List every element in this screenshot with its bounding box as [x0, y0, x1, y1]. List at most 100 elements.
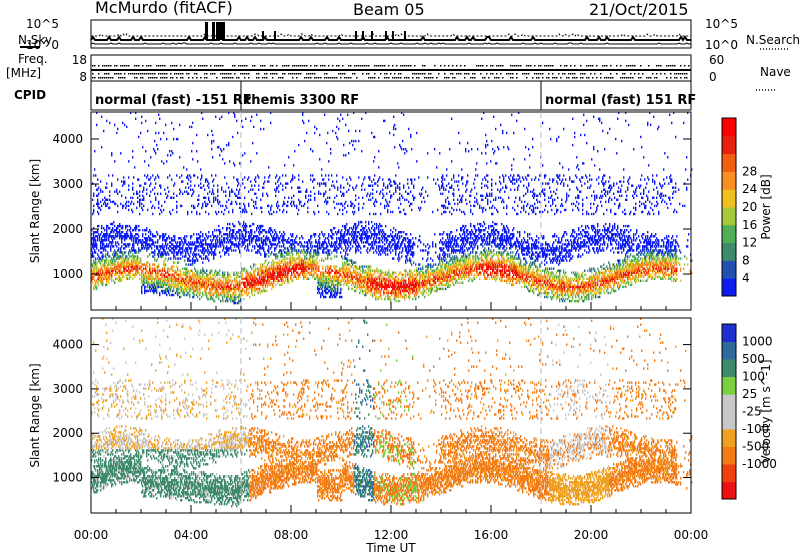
power-cell	[93, 243, 95, 246]
power-cell	[120, 233, 122, 236]
power-cell	[100, 263, 102, 266]
power-cell	[154, 235, 156, 238]
power-cell	[314, 271, 316, 274]
power-cell	[134, 265, 136, 268]
power-cell	[262, 229, 264, 232]
power-cell	[314, 192, 316, 195]
power-cell	[104, 263, 106, 266]
freq-dot	[166, 77, 168, 79]
power-cell	[236, 271, 238, 274]
power-cell	[208, 277, 210, 280]
nsky-spike	[262, 31, 264, 40]
power-cell	[302, 119, 304, 123]
power-cell	[249, 283, 251, 287]
power-cell	[282, 241, 284, 244]
power-cell	[187, 182, 189, 185]
power-cell	[132, 257, 134, 260]
power-cell	[127, 269, 129, 272]
power-cell	[261, 269, 263, 272]
power-cell	[145, 150, 147, 153]
power-cell	[143, 263, 145, 266]
power-cell	[227, 237, 229, 240]
power-cell	[287, 275, 289, 278]
power-cell	[166, 271, 168, 274]
power-cell	[121, 227, 123, 230]
power-cell	[145, 239, 147, 242]
power-cell	[162, 253, 164, 256]
power-cell	[333, 275, 335, 278]
power-cell	[147, 237, 149, 240]
power-cell	[262, 283, 264, 287]
freq-dot	[354, 65, 356, 67]
power-cell	[248, 291, 250, 295]
power-cell	[145, 119, 147, 123]
power-cell	[308, 239, 310, 242]
power-cell	[289, 267, 291, 270]
power-cell	[196, 285, 198, 289]
power-cell	[196, 283, 198, 287]
power-cell	[267, 271, 269, 274]
power-cell	[163, 237, 165, 240]
power-cell	[249, 281, 251, 284]
power-cell	[194, 247, 196, 250]
power-cell	[286, 204, 288, 208]
freq-dot	[680, 65, 682, 67]
power-cell	[293, 247, 295, 250]
power-cell	[215, 287, 217, 291]
power-cell	[153, 255, 155, 258]
power-cell	[106, 231, 108, 234]
power-cell	[238, 229, 240, 232]
power-cell	[190, 184, 192, 187]
power-cell	[245, 277, 247, 280]
power-cell	[202, 233, 204, 236]
power-cell	[213, 243, 215, 246]
power-cell	[227, 227, 229, 230]
power-cell	[213, 251, 215, 254]
power-cell	[195, 287, 197, 291]
power-cell	[290, 259, 292, 262]
power-cell	[115, 263, 117, 266]
power-cell	[288, 279, 290, 282]
power-cell	[195, 259, 197, 262]
power-cell	[324, 113, 326, 116]
power-cell	[316, 261, 318, 264]
power-cell	[143, 267, 145, 270]
power-cell	[138, 235, 140, 238]
power-cell	[113, 263, 115, 266]
power-cell	[137, 178, 139, 181]
power-cell	[215, 235, 217, 238]
power-cell	[298, 253, 300, 256]
power-cell	[328, 174, 330, 177]
power-cell	[221, 241, 223, 244]
power-cell	[104, 267, 106, 270]
power-cell	[244, 267, 246, 270]
freq-dot	[310, 77, 312, 79]
power-cell	[224, 285, 226, 289]
power-cell	[98, 279, 100, 282]
power-cell	[255, 281, 257, 284]
power-cell	[305, 261, 307, 264]
power-cell	[244, 229, 246, 232]
power-cell	[190, 283, 192, 287]
power-cell	[166, 237, 168, 240]
power-cell	[313, 255, 315, 258]
power-cell	[101, 146, 103, 149]
freq-dot	[642, 73, 644, 75]
power-cell	[112, 200, 114, 204]
power-cell	[149, 265, 151, 268]
power-cell	[190, 259, 192, 262]
power-cell	[272, 277, 274, 280]
freq-dot	[272, 73, 274, 75]
power-cell	[153, 269, 155, 272]
freq-dot	[136, 65, 138, 67]
power-cell	[183, 289, 185, 293]
power-cell	[159, 237, 161, 240]
power-cell	[286, 253, 288, 256]
power-cell	[110, 259, 112, 262]
power-cell	[185, 239, 187, 242]
power-cell	[248, 277, 250, 280]
power-cell	[233, 229, 235, 232]
power-cell	[158, 202, 160, 206]
power-cell	[205, 271, 207, 274]
power-cell	[182, 277, 184, 280]
